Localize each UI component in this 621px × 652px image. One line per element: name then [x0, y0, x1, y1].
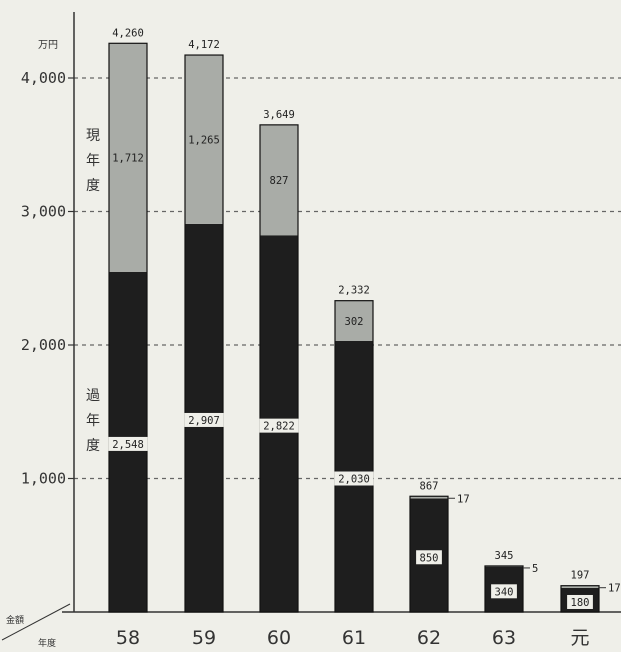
past-label-2-box — [259, 418, 299, 433]
y-tick-label: 4,000 — [21, 69, 66, 87]
past-label-4-box — [416, 550, 442, 565]
series-label-past-year: 過年度 — [86, 388, 100, 454]
data-labels: 4,260 2,548 1,712 4,172 2,907 1,265 3,649 2,822… — [108, 27, 621, 609]
bar-outline-6 — [560, 585, 600, 613]
past-label-3-box — [334, 471, 374, 486]
bar-outline-3 — [334, 300, 374, 613]
past-label-6-box — [567, 594, 593, 609]
bar-current-year-3 — [335, 300, 373, 341]
y-axis-ticks: 1,000 2,000 3,000 4,000 — [21, 69, 74, 488]
total-label-2: 3,649 — [263, 109, 295, 121]
bar-outline-0 — [108, 42, 148, 613]
past-label-2: 2,822 — [263, 421, 295, 433]
category-label-4: 62 — [417, 627, 441, 649]
total-label-1: 4,172 — [188, 39, 220, 51]
bar-outline-1 — [184, 54, 224, 613]
bar-outline-2 — [259, 124, 299, 613]
past-label-0-box — [108, 436, 148, 451]
series-label-current-year: 現年度 — [86, 128, 100, 194]
past-label-1-box — [184, 412, 224, 427]
past-label-5-box — [491, 584, 517, 599]
y-tick-label: 3,000 — [21, 203, 66, 221]
total-label-4: 867 — [420, 480, 439, 492]
total-label-5: 345 — [495, 550, 514, 562]
past-label-5: 340 — [495, 586, 514, 598]
corner-label-year: 年度 — [38, 637, 56, 649]
current-label-4: 17 — [457, 493, 470, 505]
bar-current-year-6 — [561, 585, 599, 588]
x-axis-categories: 58 59 60 61 62 63 元 — [116, 627, 590, 649]
current-label-1: 1,265 — [188, 134, 220, 146]
corner-diagonal — [1, 603, 71, 641]
bar-current-year-4 — [410, 496, 448, 499]
past-label-1: 2,907 — [188, 415, 220, 427]
y-tick-label: 1,000 — [21, 470, 66, 488]
past-label-0: 2,548 — [112, 439, 144, 451]
past-label-6: 180 — [571, 597, 590, 609]
total-label-6: 197 — [571, 570, 590, 582]
y-unit-label: 万円 — [38, 40, 58, 51]
category-label-2: 60 — [267, 627, 291, 649]
bar-current-year-2 — [260, 124, 298, 236]
corner-label-amount: 金額 — [6, 614, 24, 626]
category-label-6: 元 — [570, 627, 589, 649]
bar-outline-4 — [409, 495, 449, 613]
y-tick-label: 2,000 — [21, 336, 66, 354]
past-label-4: 850 — [420, 552, 439, 564]
category-label-5: 63 — [492, 627, 516, 649]
current-label-2: 827 — [270, 175, 289, 187]
bar-current-year-0 — [109, 43, 147, 272]
current-label-6: 17 — [608, 583, 621, 595]
bar-outline-5 — [484, 565, 524, 613]
total-label-0: 4,260 — [112, 27, 144, 39]
category-label-0: 58 — [116, 627, 140, 649]
category-label-1: 59 — [192, 627, 216, 649]
total-label-3: 2,332 — [338, 285, 370, 297]
current-label-0: 1,712 — [112, 153, 144, 165]
category-label-3: 61 — [342, 627, 366, 649]
current-label-5: 5 — [532, 563, 538, 575]
current-label-3: 302 — [345, 316, 364, 328]
bar-current-year-1 — [185, 55, 223, 224]
past-label-3: 2,030 — [338, 473, 370, 485]
